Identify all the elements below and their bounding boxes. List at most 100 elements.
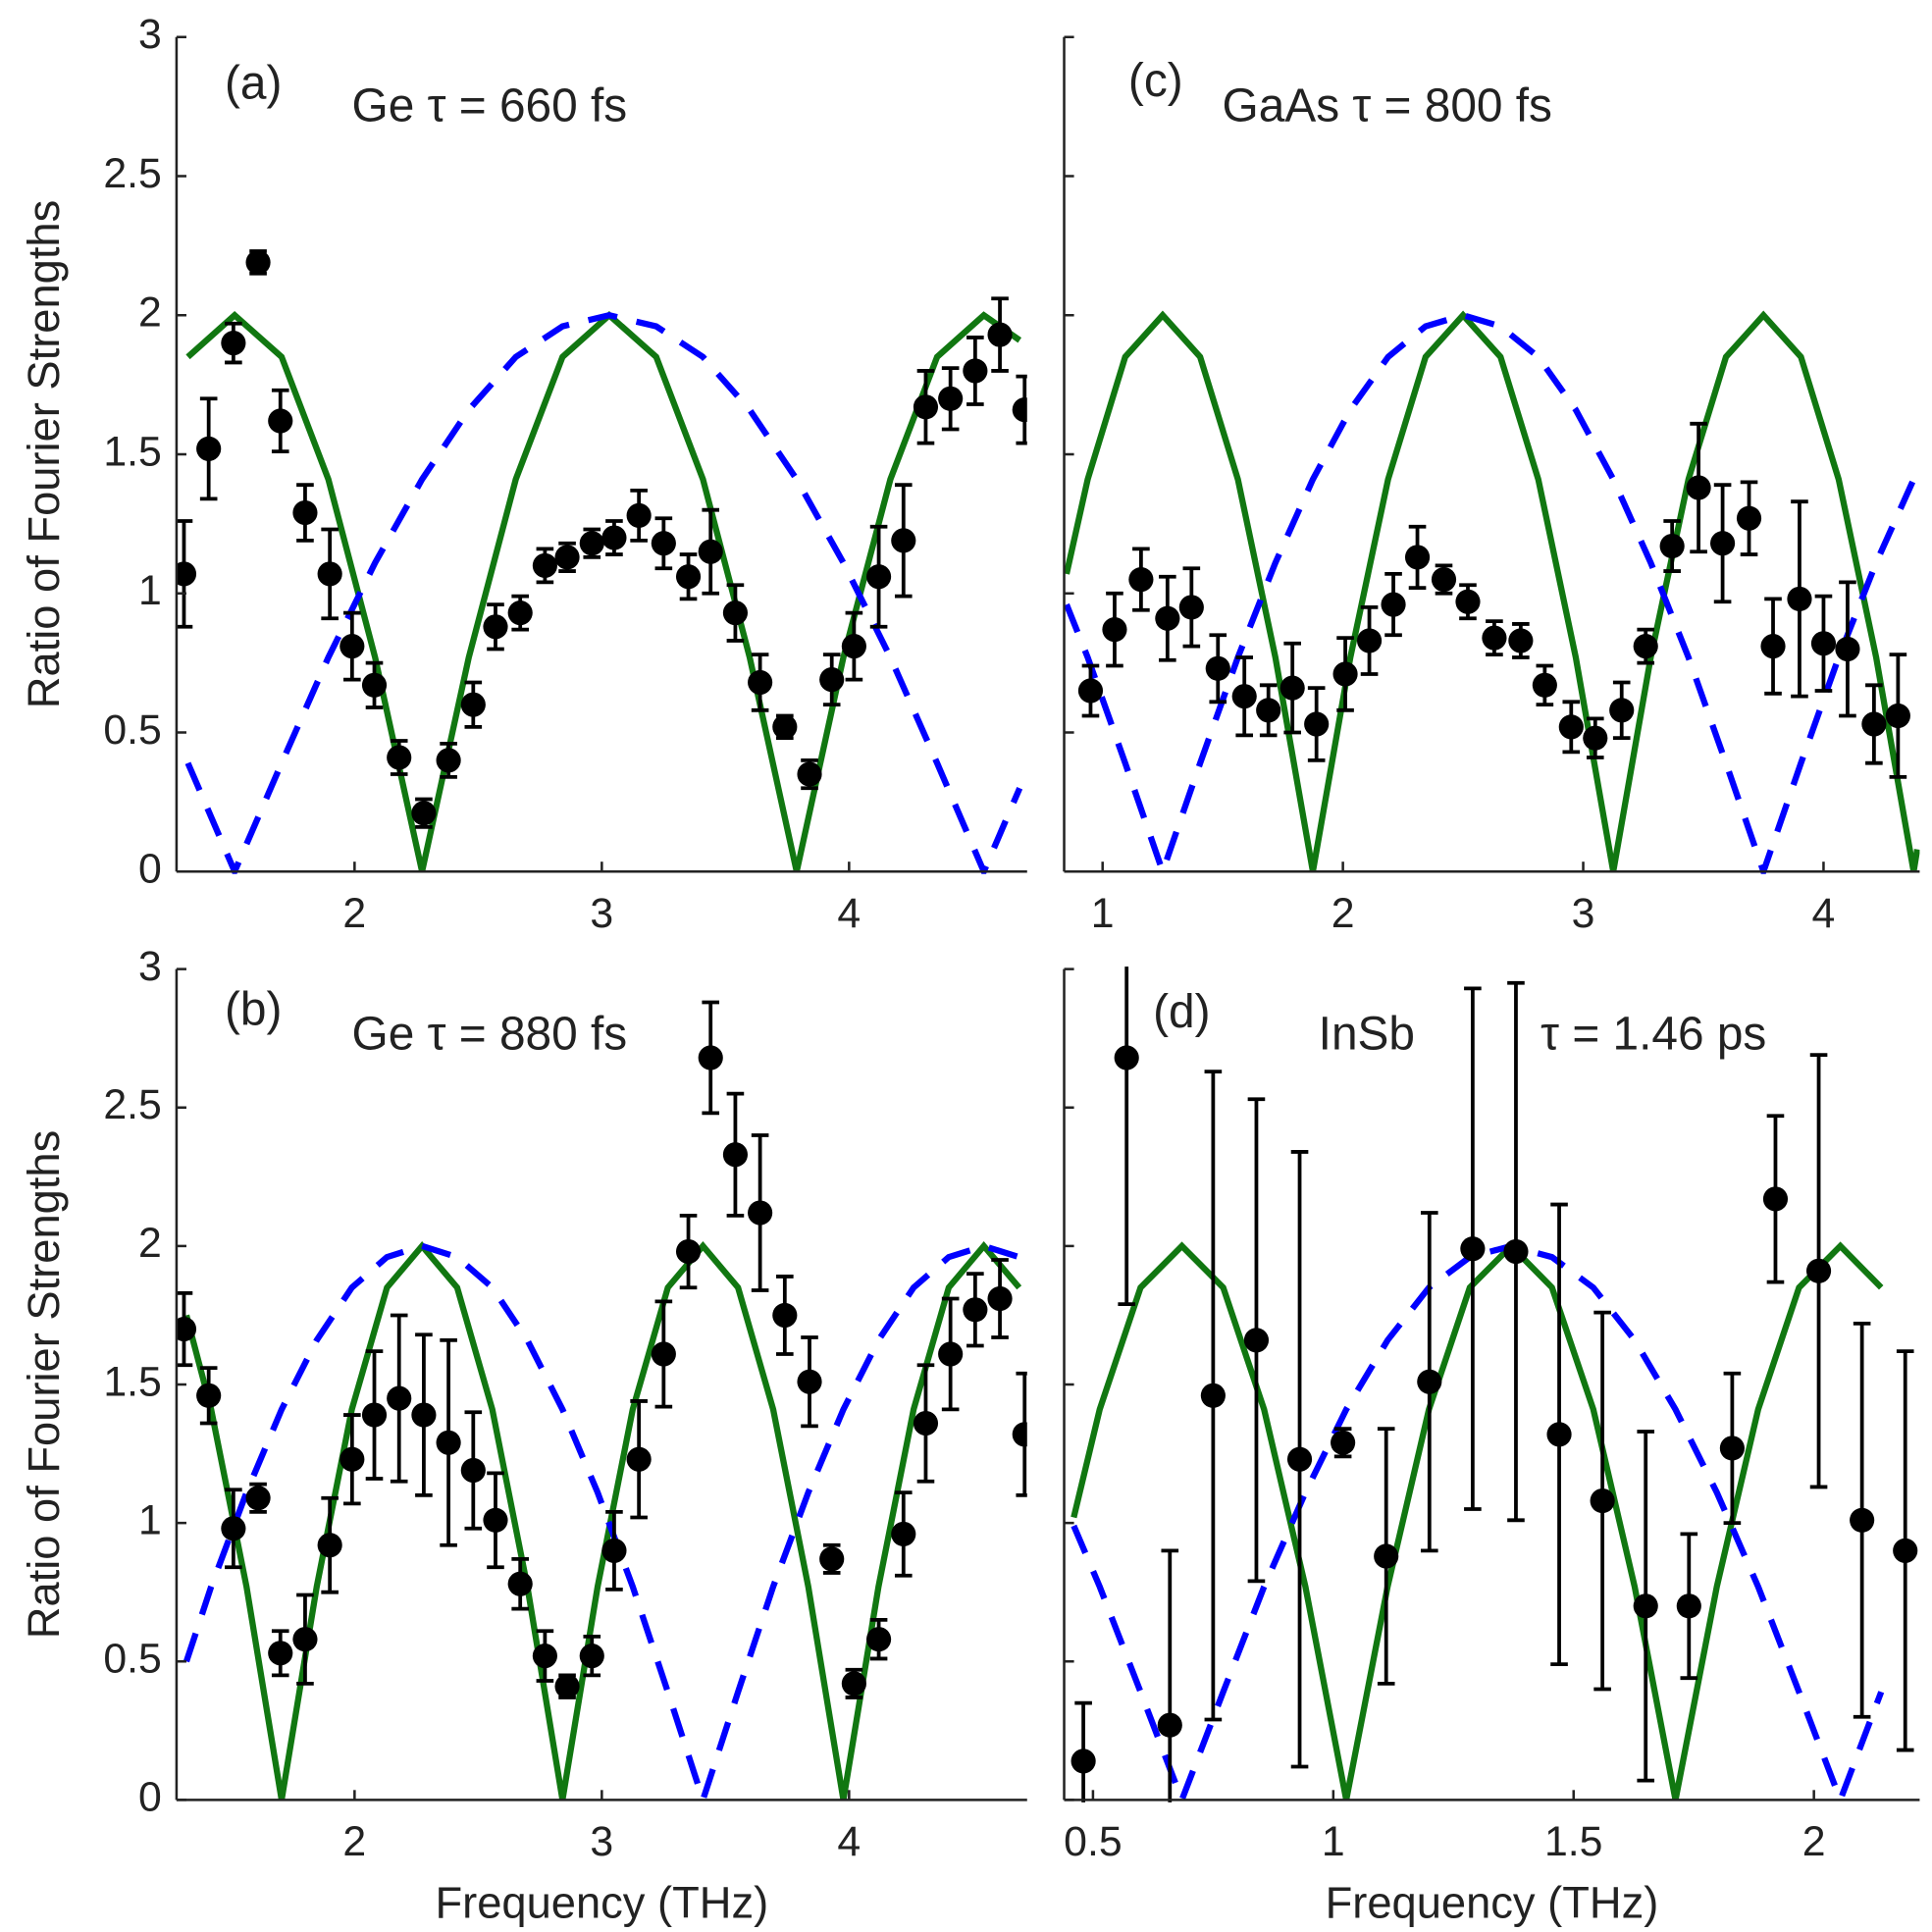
- data-point: [1356, 628, 1383, 653]
- dashed-curve: [183, 1242, 1020, 1802]
- data-point: [1633, 634, 1658, 659]
- data-point: [554, 1674, 580, 1699]
- data-point: [913, 394, 939, 420]
- data-point: [1508, 628, 1534, 653]
- dashed-curve: [184, 312, 1023, 874]
- data-point: [532, 1644, 557, 1669]
- data-point: [1736, 505, 1762, 531]
- data-point: [1374, 1543, 1399, 1569]
- data-point: [387, 745, 412, 770]
- data-point: [987, 322, 1013, 347]
- data-point: [1070, 1749, 1096, 1774]
- data-point: [1805, 1258, 1832, 1283]
- y-tick-label: 3: [138, 11, 162, 58]
- data-point: [411, 1402, 437, 1428]
- data-point: [1243, 1328, 1270, 1353]
- x-tick-label: 4: [1812, 890, 1836, 937]
- plot-area: [176, 249, 1027, 874]
- data-point: [626, 502, 652, 528]
- data-point: [841, 1671, 866, 1697]
- data-point: [483, 1507, 508, 1533]
- x-tick-label: 4: [837, 1818, 861, 1865]
- data-point: [221, 331, 246, 356]
- data-point: [554, 545, 580, 570]
- x-tick-label: 2: [342, 890, 366, 937]
- panel: 0 0.5 1 1.5 2 2.5 3 2 3 4 Ratio of Fourier Strengt…: [19, 943, 1027, 1928]
- data-point: [1710, 531, 1736, 556]
- data-point: [436, 748, 461, 773]
- y-axis-label: Ratio of Fourier Strengths: [19, 200, 69, 708]
- data-point: [1558, 714, 1584, 740]
- plot-area: [176, 1000, 1027, 1802]
- data-point: [1850, 1507, 1875, 1533]
- data-point: [601, 525, 627, 550]
- data-point: [987, 1285, 1013, 1312]
- data-point: [748, 1200, 773, 1226]
- data-point: [1012, 1422, 1027, 1447]
- data-point: [938, 386, 964, 411]
- data-point: [268, 1641, 293, 1666]
- panel: 0.5 1 1.5 2 Frequency (THz) (d) InSb τ = 1.46 p…: [1063, 966, 1920, 1928]
- data-point: [1331, 1430, 1356, 1455]
- data-point: [1590, 1488, 1615, 1514]
- data-point: [865, 564, 892, 590]
- x-tick-label: 1.5: [1544, 1818, 1602, 1865]
- x-tick-label: 0.5: [1064, 1818, 1122, 1865]
- data-point: [1609, 698, 1635, 723]
- data-point: [245, 1486, 271, 1511]
- data-point: [1762, 1186, 1789, 1212]
- data-point: [1279, 675, 1305, 701]
- y-tick-label: 3: [138, 943, 162, 990]
- annotation: Ge τ = 880 fs: [352, 1008, 628, 1060]
- data-point: [460, 1457, 486, 1484]
- data-point: [698, 1045, 723, 1070]
- solid-curve: [1070, 1241, 1884, 1801]
- data-point: [938, 1341, 964, 1367]
- data-point: [819, 1546, 845, 1572]
- annotation: (b): [225, 983, 282, 1035]
- y-tick-label: 2.5: [103, 1081, 161, 1128]
- data-point: [891, 528, 916, 553]
- y-tick-label: 1.5: [103, 428, 161, 475]
- y-tick-label: 0: [138, 846, 162, 893]
- data-point: [1503, 1238, 1529, 1265]
- data-point: [1546, 1422, 1572, 1447]
- x-tick-label: 2: [1802, 1818, 1826, 1865]
- data-point: [1417, 1369, 1442, 1394]
- data-point: [891, 1521, 916, 1547]
- data-point: [196, 436, 222, 461]
- solid-curve: [185, 311, 1022, 872]
- data-point: [722, 1142, 749, 1168]
- data-point: [1659, 533, 1685, 559]
- data-point: [339, 634, 365, 659]
- panel: 0 0.5 1 1.5 2 2.5 3 2 3 4 Ratio of Fourier Strengt…: [19, 11, 1027, 937]
- data-point: [361, 1402, 388, 1428]
- data-point: [626, 1446, 652, 1472]
- data-point: [507, 600, 533, 626]
- plot-area: [1070, 966, 1918, 1802]
- data-point: [196, 1383, 222, 1408]
- solid-curve: [1064, 310, 1920, 872]
- annotation: (c): [1128, 55, 1183, 107]
- data-point: [1200, 1383, 1226, 1408]
- annotation: τ = 1.46 ps: [1540, 1008, 1766, 1060]
- y-tick-label: 1: [138, 567, 162, 614]
- data-point: [772, 1302, 798, 1329]
- data-point: [1676, 1593, 1701, 1619]
- y-tick-label: 0: [138, 1774, 162, 1821]
- data-point: [698, 539, 723, 564]
- data-point: [579, 531, 604, 556]
- solid-curve: [183, 1241, 1022, 1801]
- data-point: [1861, 711, 1887, 737]
- data-point: [361, 672, 388, 698]
- data-point: [748, 669, 773, 696]
- x-axis-label: Frequency (THz): [436, 1878, 769, 1928]
- data-point: [411, 801, 437, 826]
- data-point: [579, 1644, 604, 1669]
- data-point: [268, 408, 293, 434]
- data-point: [1304, 711, 1330, 737]
- data-point: [436, 1430, 461, 1455]
- x-tick-label: 3: [590, 890, 613, 937]
- data-point: [292, 499, 318, 526]
